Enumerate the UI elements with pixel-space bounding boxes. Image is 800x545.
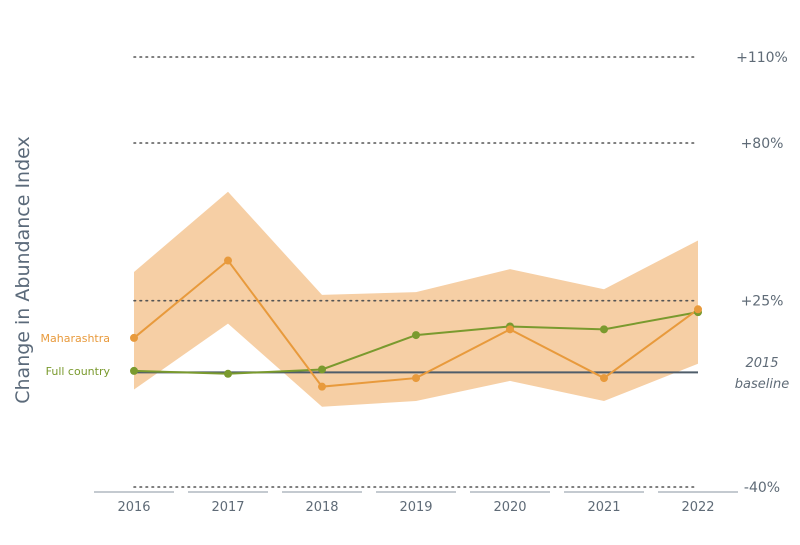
series-label: Maharashtra [41,332,111,345]
reference-lines: +110% +80% +25% -40% [133,50,788,496]
x-tick-label: 2018 [305,500,338,515]
data-point [600,374,608,383]
data-point [224,369,232,378]
data-point [130,366,138,375]
x-tick-label: 2020 [493,500,526,515]
data-point [694,305,702,314]
x-tick-label: 2016 [117,500,150,515]
data-point [412,331,420,340]
baseline-label-year: 2015 [745,356,778,371]
series-layer: Full country Maharashtra [41,256,702,391]
reference-label: +110% [736,50,788,66]
data-point [506,325,514,334]
x-tick-label: 2017 [211,500,244,515]
baseline-label-text: baseline [735,377,789,392]
data-point [318,382,326,391]
reference-label: -40% [744,480,780,496]
data-point [412,374,420,383]
series-label: Full country [46,365,111,378]
reference-label: +80% [741,136,784,152]
data-point [318,365,326,374]
x-tick-label: 2019 [399,500,432,515]
x-tick-label: 2021 [587,500,620,515]
data-point [130,333,138,342]
reference-label: +25% [741,294,784,310]
x-tick-label: 2022 [681,500,714,515]
data-point [224,256,232,265]
data-point [600,325,608,334]
x-axis: 2016 2017 2018 2019 2020 2021 2022 [94,491,738,515]
y-axis-label: Change in Abundance Index [12,136,34,404]
